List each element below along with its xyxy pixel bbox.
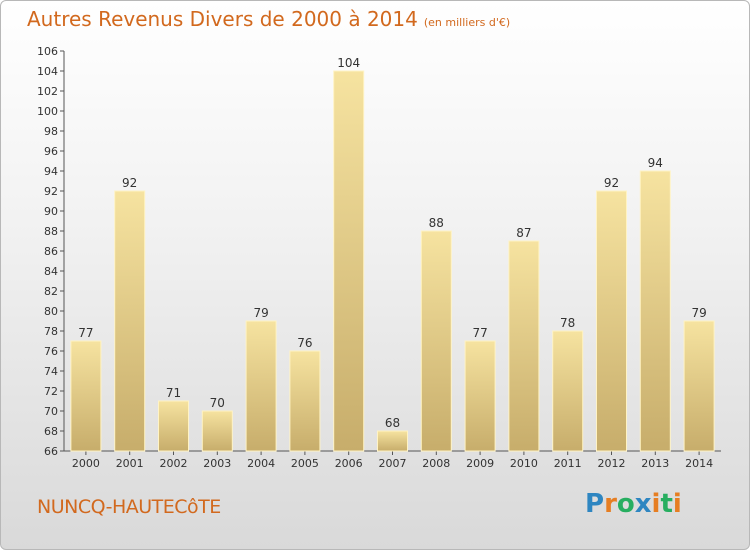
bar-value-label: 68	[385, 416, 400, 430]
chart-axes: 66 68 70 72 74 76 78 80 82 84 86 88 90 92 94 96 98 100 102…	[37, 45, 721, 470]
x-tick-label: 2013	[641, 457, 669, 470]
logo-letter: i	[651, 489, 661, 519]
bar-value-label: 92	[122, 176, 137, 190]
bar	[70, 340, 102, 452]
y-tick-label: 68	[44, 425, 58, 438]
y-tick-label: 102	[37, 85, 58, 98]
x-tick-label: 2014	[685, 457, 713, 470]
bar	[464, 340, 496, 452]
y-tick-label: 84	[44, 265, 58, 278]
chart-title: Autres Revenus Divers de 2000 à 2014 (en …	[27, 7, 510, 31]
bar	[245, 320, 277, 452]
bar	[596, 190, 627, 452]
bar-value-label: 71	[166, 386, 181, 400]
y-tick-label: 78	[44, 325, 58, 338]
chart-subtitle: (en milliers d'€)	[423, 16, 511, 29]
y-tick-label: 106	[37, 45, 58, 58]
y-tick-label: 92	[44, 185, 58, 198]
logo-letter: o	[616, 489, 635, 519]
y-tick-label: 94	[44, 165, 58, 178]
bar-value-label: 87	[516, 226, 531, 240]
y-tick-label: 96	[44, 145, 58, 158]
x-tick-label: 2001	[116, 457, 144, 470]
y-tick-label: 66	[44, 445, 58, 458]
bar	[420, 230, 452, 452]
bar-value-label: 88	[429, 216, 444, 230]
bar-value-label: 77	[472, 326, 487, 340]
y-tick-label: 90	[44, 205, 58, 218]
x-tick-label: 2002	[160, 457, 188, 470]
logo-letter: P	[585, 489, 605, 519]
bar	[552, 330, 584, 452]
logo-letter: i	[672, 489, 682, 519]
x-tick-label: 2009	[466, 457, 494, 470]
bar	[333, 70, 365, 452]
bar-value-label: 92	[604, 176, 619, 190]
y-tick-label: 82	[44, 285, 58, 298]
logo-letter: x	[634, 489, 652, 519]
x-tick-label: 2000	[72, 457, 100, 470]
bar	[114, 190, 146, 452]
bar	[201, 410, 233, 452]
logo-letter: r	[604, 489, 617, 519]
chart-bars: 77 92 71 70 79 76 104 68 88 77 87 78 92 94 79	[70, 56, 715, 452]
x-tick-label: 2008	[422, 457, 450, 470]
bar	[639, 170, 671, 452]
bar	[289, 350, 321, 452]
x-tick-label: 2006	[335, 457, 363, 470]
y-tick-label: 74	[44, 365, 58, 378]
y-tick-label: 88	[44, 225, 58, 238]
proxiti-logo[interactable]: Proxiti	[585, 489, 682, 519]
x-tick-label: 2011	[554, 457, 582, 470]
y-tick-label: 80	[44, 305, 58, 318]
chart-title-text: Autres Revenus Divers de 2000 à 2014	[27, 7, 418, 31]
bar-value-label: 104	[337, 56, 360, 70]
y-tick-label: 104	[37, 65, 58, 78]
x-tick-label: 2003	[203, 457, 231, 470]
bar-value-label: 77	[78, 326, 93, 340]
y-tick-label: 72	[44, 385, 58, 398]
bar-value-label: 70	[210, 396, 225, 410]
bar	[377, 430, 408, 452]
bar-value-label: 79	[691, 306, 706, 320]
x-tick-label: 2005	[291, 457, 319, 470]
bar-value-label: 76	[297, 336, 312, 350]
bar-value-label: 94	[648, 156, 663, 170]
bar	[158, 400, 189, 452]
y-tick-label: 98	[44, 125, 58, 138]
y-tick-label: 76	[44, 345, 58, 358]
bar	[508, 240, 540, 452]
logo-letter: t	[660, 489, 673, 519]
y-tick-label: 100	[37, 105, 58, 118]
y-tick-label: 86	[44, 245, 58, 258]
bar-value-label: 79	[253, 306, 268, 320]
bar-value-label: 78	[560, 316, 575, 330]
bar	[683, 320, 715, 452]
x-tick-label: 2010	[510, 457, 538, 470]
x-tick-label: 2004	[247, 457, 275, 470]
y-tick-label: 70	[44, 405, 58, 418]
x-tick-label: 2012	[598, 457, 626, 470]
x-tick-label: 2007	[379, 457, 407, 470]
commune-name: NUNCQ-HAUTECôTE	[37, 496, 221, 518]
